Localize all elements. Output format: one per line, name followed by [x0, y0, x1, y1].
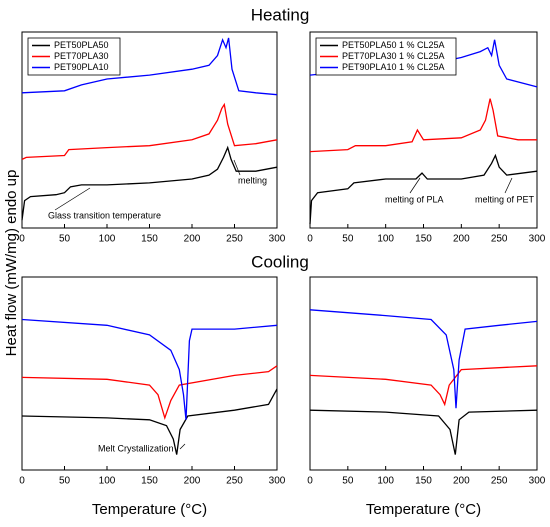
- x-tick-label: 250: [491, 234, 508, 245]
- x-tick-label: 300: [529, 234, 546, 245]
- data-line: [309, 98, 537, 153]
- x-tick-label: 100: [99, 476, 116, 487]
- data-line: [309, 309, 538, 409]
- x-tick-label: 150: [415, 476, 432, 487]
- annotation-pointer: [504, 177, 513, 194]
- x-tick-label: 0: [19, 476, 25, 487]
- annotation-pointer: [233, 159, 241, 176]
- legend-label: PET70PLA30: [54, 51, 109, 61]
- x-tick-label: 150: [415, 234, 432, 245]
- x-tick-label: 50: [342, 234, 354, 245]
- annotation-pointer: [179, 443, 186, 450]
- legend-box: [315, 37, 457, 76]
- x-tick-label: 300: [269, 476, 286, 487]
- heading: Cooling: [251, 252, 309, 271]
- annotation: melting: [238, 175, 267, 185]
- legend-label: PET50PLA50 1 % CL25A: [342, 40, 445, 50]
- x-tick-label: 150: [141, 234, 158, 245]
- annotation: melting of PET: [475, 194, 535, 204]
- data-line: [21, 388, 278, 455]
- x-tick-label: 150: [141, 476, 158, 487]
- y-axis-label: Heat flow (mW/mg) endo up: [3, 170, 20, 357]
- x-tick-label: 0: [19, 234, 25, 245]
- data-line: [309, 365, 538, 407]
- plot-frame: [309, 276, 538, 471]
- x-tick-label: 100: [377, 234, 394, 245]
- x-tick-label: 200: [453, 476, 470, 487]
- x-tick-label: 50: [59, 476, 71, 487]
- legend-label: PET90PLA10: [54, 62, 109, 72]
- data-line: [21, 318, 278, 420]
- legend-label: PET70PLA30 1 % CL25A: [342, 51, 445, 61]
- x-axis-label: Temperature (°C): [366, 501, 481, 518]
- data-line: [21, 365, 278, 421]
- data-line: [309, 409, 538, 455]
- x-tick-label: 200: [184, 476, 201, 487]
- x-tick-label: 100: [99, 234, 116, 245]
- annotation: melting of PLA: [385, 194, 444, 204]
- x-tick-label: 250: [226, 234, 243, 245]
- x-tick-label: 250: [491, 476, 508, 487]
- heading: Heating: [251, 5, 310, 24]
- data-line: [21, 37, 278, 96]
- annotation-pointer: [409, 177, 421, 194]
- x-tick-label: 250: [226, 476, 243, 487]
- legend-box: [27, 37, 121, 76]
- annotation: Melt Crystallization: [98, 443, 174, 453]
- x-tick-label: 200: [184, 234, 201, 245]
- annotation-pointer: [54, 187, 91, 211]
- data-line: [309, 153, 538, 225]
- x-tick-label: 0: [307, 234, 313, 245]
- x-tick-label: 50: [59, 234, 71, 245]
- x-tick-label: 50: [342, 476, 354, 487]
- x-tick-label: 200: [453, 234, 470, 245]
- x-tick-label: 300: [269, 234, 286, 245]
- x-tick-label: 300: [529, 476, 546, 487]
- x-tick-label: 100: [377, 476, 394, 487]
- x-tick-label: 0: [307, 476, 313, 487]
- x-axis-label: Temperature (°C): [92, 501, 207, 518]
- legend-label: PET90PLA10 1 % CL25A: [342, 62, 445, 72]
- annotation: Glass transition temperature: [48, 210, 161, 220]
- data-line: [21, 102, 278, 160]
- plot-frame: [21, 276, 278, 471]
- legend-label: PET50PLA50: [54, 40, 109, 50]
- data-line: [21, 145, 278, 221]
